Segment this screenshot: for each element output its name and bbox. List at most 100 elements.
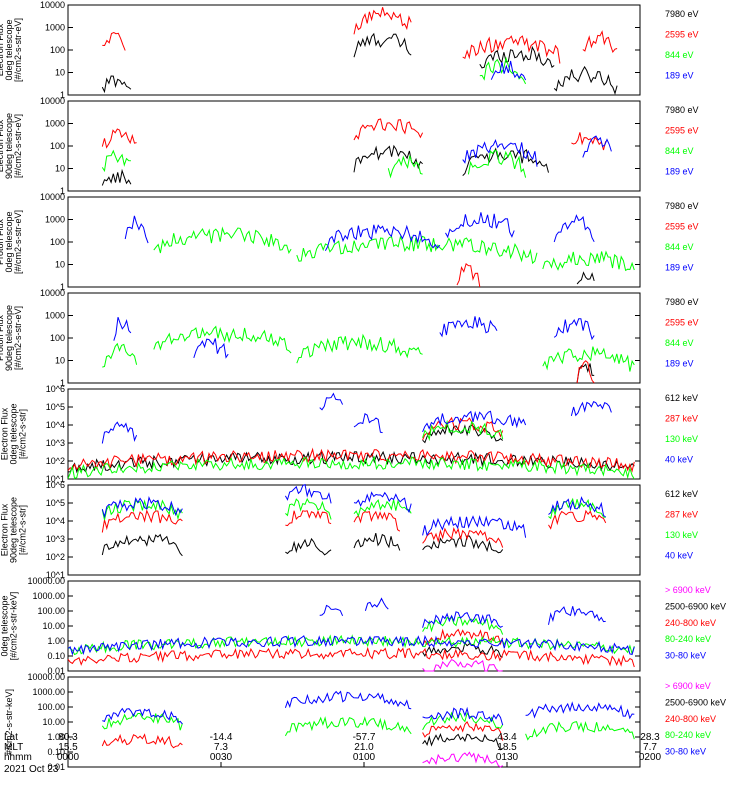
ytick-label-5-2: 10^4 xyxy=(46,516,65,526)
legend-1-0: 7980 eV xyxy=(665,105,699,115)
panel-3: 10000 1000 100 10 1 Proton Flux90deg telescop… xyxy=(0,288,699,388)
ytick-label-4-0: 10^6 xyxy=(46,384,65,394)
ytick-label-3-3: 10 xyxy=(55,356,65,366)
x-col-3-mlt: 18.5 xyxy=(497,742,517,753)
x-col-3-hhmm: 0130 xyxy=(496,752,519,763)
legend-6-0: > 6900 keV xyxy=(665,585,711,595)
ytick-label-1-0: 10000 xyxy=(40,96,65,106)
ylabel-6: 0deg telescope[#/cm2-s-str-keV] xyxy=(0,592,19,661)
ytick-label-1-3: 10 xyxy=(55,164,65,174)
series-line-0-1 xyxy=(102,7,618,64)
series-line-5-1 xyxy=(101,509,607,548)
legend-0-3: 189 eV xyxy=(665,71,694,81)
ytick-label-2-4: 1 xyxy=(60,282,65,292)
series-line-6-0 xyxy=(422,658,503,672)
legend-3-3: 189 eV xyxy=(665,359,694,369)
ylabel-2: Proton Flux0deg telescope[#/cm2-s-str-eV… xyxy=(0,210,23,274)
series-line-5-0 xyxy=(101,532,504,557)
legend-6-1: 2500-6900 keV xyxy=(665,601,726,611)
legend-7-3: 80-240 keV xyxy=(665,730,711,740)
ylabel-3: Proton Flux90deg telescope[#/cm2-s-str-e… xyxy=(0,305,23,371)
series-line-1-2 xyxy=(101,149,527,179)
legend-1-3: 189 eV xyxy=(665,167,694,177)
ytick-label-4-2: 10^4 xyxy=(46,420,65,430)
x-col-1-mlt: 7.3 xyxy=(214,742,228,753)
series-line-5-3 xyxy=(101,483,606,538)
panel-2: 10000 1000 100 10 1 Proton Flux0deg telescope… xyxy=(0,192,699,292)
series-line-7-0 xyxy=(422,751,503,768)
ytick-label-2-1: 1000 xyxy=(45,215,65,225)
ytick-label-3-1: 1000 xyxy=(45,311,65,321)
series-line-4-3 xyxy=(101,392,612,444)
series-line-3-3 xyxy=(113,316,595,359)
legend-4-2: 130 keV xyxy=(665,434,698,444)
panel-4: 10^6 10^5 10^4 10^3 10^2 10^1 MEPEDElectron Fl… xyxy=(0,384,698,484)
legend-6-4: 30-80 keV xyxy=(665,651,706,661)
ytick-label-2-2: 100 xyxy=(50,237,65,247)
panel-6: 10000.00 1000.00 100.00 10.00 1.00 0.10 0.01 0d… xyxy=(0,576,726,676)
ytick-label-6-6: 0.01 xyxy=(47,666,65,676)
series-line-2-3 xyxy=(124,212,595,251)
ytick-label-3-4: 1 xyxy=(60,378,65,388)
series-line-7-4 xyxy=(102,690,635,726)
legend-0-2: 844 eV xyxy=(665,50,694,60)
ytick-label-1-4: 1 xyxy=(60,186,65,196)
legend-4-3: 40 keV xyxy=(665,455,693,465)
panel-1: 10000 1000 100 10 1 Electron Flux90deg telesc… xyxy=(0,96,699,196)
ytick-label-6-5: 0.10 xyxy=(47,651,65,661)
ytick-label-5-3: 10^3 xyxy=(46,534,65,544)
legend-1-2: 844 eV xyxy=(665,146,694,156)
ylabel-4: MEPEDElectron Flux0deg telescope[#/cm2-s… xyxy=(0,403,28,464)
x-row-label-lat: Lat xyxy=(4,732,18,743)
legend-5-0: 612 keV xyxy=(665,489,698,499)
ytick-label-4-5: 10^1 xyxy=(46,474,65,484)
legend-1-1: 2595 eV xyxy=(665,126,699,136)
x-col-1-hhmm: 0030 xyxy=(210,752,233,763)
legend-6-3: 80-240 keV xyxy=(665,634,711,644)
ytick-label-7-5: 0.10 xyxy=(47,747,65,757)
x-col-4-hhmm: 0200 xyxy=(639,752,662,763)
ytick-label-2-0: 10000 xyxy=(40,192,65,202)
series-line-2-0 xyxy=(576,271,595,285)
ytick-label-6-1: 1000.00 xyxy=(32,591,65,601)
ytick-label-4-4: 10^2 xyxy=(46,456,65,466)
series-line-2-1 xyxy=(456,262,481,288)
series-line-4-2 xyxy=(67,419,635,480)
legend-2-3: 189 eV xyxy=(665,263,694,273)
ytick-label-6-0: 10000.00 xyxy=(27,576,65,586)
ytick-label-7-4: 1.00 xyxy=(47,732,65,742)
ytick-label-1-1: 1000 xyxy=(45,119,65,129)
x-col-2-lat: -57.7 xyxy=(353,732,376,743)
ytick-label-0-2: 100 xyxy=(50,45,65,55)
legend-3-1: 2595 eV xyxy=(665,318,699,328)
series-line-2-2 xyxy=(153,226,635,272)
legend-3-0: 7980 eV xyxy=(665,297,699,307)
panel-frame-5 xyxy=(67,484,641,576)
panel-7: 10000.00 1000.00 100.00 10.00 1.00 0.10 0.01 #/… xyxy=(4,672,726,772)
legend-2-1: 2595 eV xyxy=(665,222,699,232)
ytick-label-5-4: 10^2 xyxy=(46,552,65,562)
x-row-label-hhmm: hhmm xyxy=(4,752,32,763)
ylabel-7: #/cm2-s-str-keV] xyxy=(4,689,14,755)
legend-5-1: 287 keV xyxy=(665,510,698,520)
legend-7-2: 240-800 keV xyxy=(665,714,716,724)
x-col-0-lat: 80.3 xyxy=(58,732,78,743)
legend-0-0: 7980 eV xyxy=(665,9,699,19)
x-date-label: 2021 Oct 23 xyxy=(4,764,59,775)
ytick-label-0-0: 10000 xyxy=(40,0,65,10)
x-col-0-hhmm: 0000 xyxy=(57,752,80,763)
ytick-label-4-3: 10^3 xyxy=(46,438,65,448)
ytick-label-7-6: 0.01 xyxy=(47,762,65,772)
series-line-7-3 xyxy=(101,711,635,741)
ytick-label-6-3: 10.00 xyxy=(42,621,65,631)
x-col-4-lat: 28.3 xyxy=(640,732,660,743)
panel-frame-4 xyxy=(67,388,641,480)
series-line-1-3 xyxy=(462,135,612,167)
legend-7-4: 30-80 keV xyxy=(665,747,706,757)
series-line-4-1 xyxy=(67,416,635,473)
legend-3-2: 844 eV xyxy=(665,338,694,348)
ytick-label-5-5: 10^1 xyxy=(46,570,65,580)
x-col-0-mlt: 15.5 xyxy=(58,742,78,753)
ytick-label-0-4: 1 xyxy=(60,90,65,100)
